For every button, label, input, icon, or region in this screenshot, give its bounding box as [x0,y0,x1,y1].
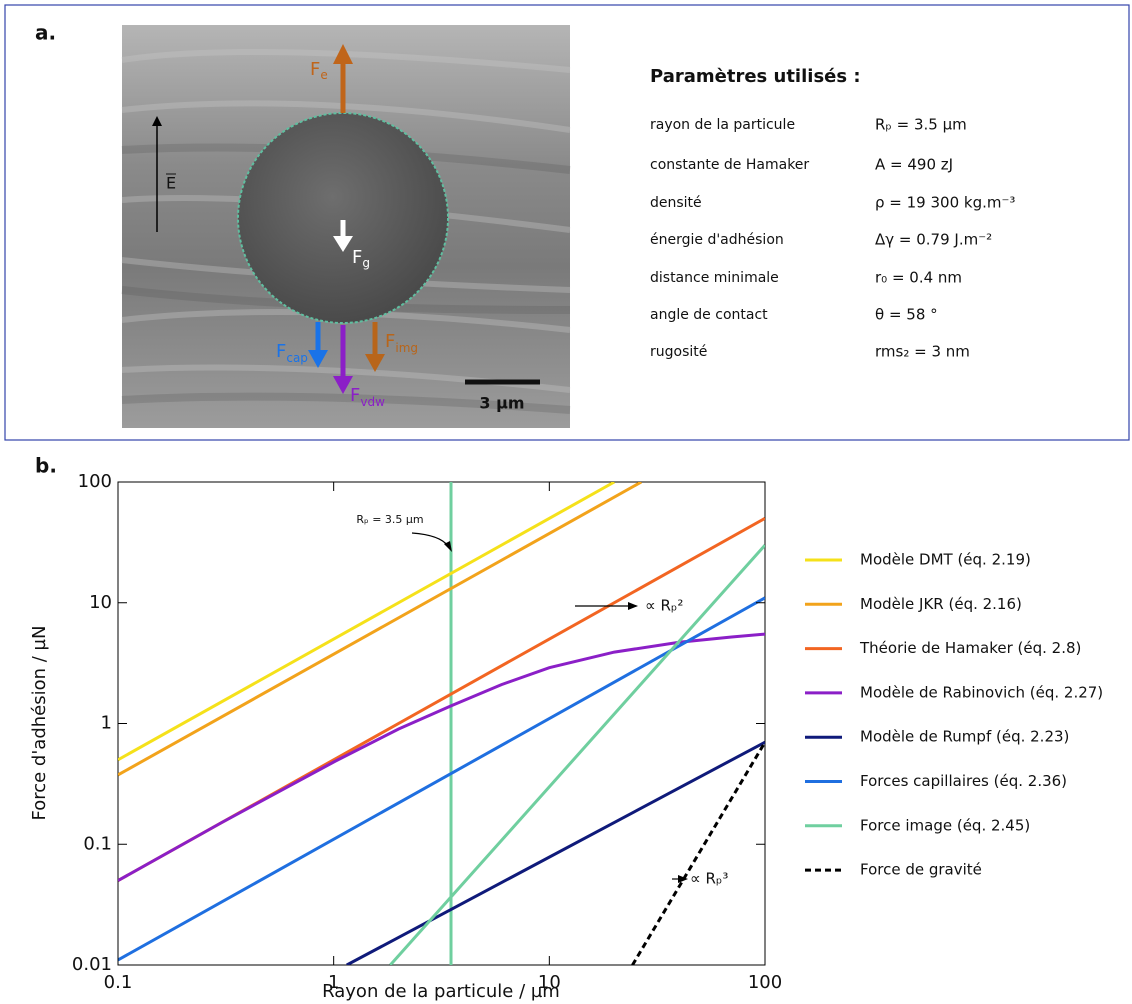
parameter-value: A = 490 zJ [875,156,953,174]
x-axis-label: Rayon de la particule / µm [322,981,560,1002]
parameter-name: constante de Hamaker [650,157,809,173]
x-tick-label: 1 [328,972,339,993]
parameters: rayon de la particule Rₚ = 3.5 µm constant… [650,116,1015,361]
series-line [346,740,765,965]
field-label: E [166,174,176,193]
series-line [118,632,765,882]
parameter-value: Δγ = 0.79 J.m⁻² [875,231,992,249]
y-tick-label: 10 [89,592,112,613]
plot-frame [117,481,766,966]
parameters-title: Paramètres utilisés : [650,66,861,87]
x-tick-label: 10 [538,972,561,993]
force-label: Fg [352,247,370,270]
force-label: Fimg [385,331,418,355]
parameter-name: rugosité [650,344,707,360]
parameter-name: énergie d'adhésion [650,232,784,248]
legend-label: Modèle JKR (éq. 2.16) [860,595,1022,613]
legend-label: Modèle de Rabinovich (éq. 2.27) [860,683,1103,701]
parameter-value: rms₂ = 3 nm [875,343,970,361]
legend-label: Modèle DMT (éq. 2.19) [860,551,1031,569]
y-tick-label: 100 [78,471,112,492]
x-tick-label: 100 [748,972,782,993]
annotation-arrow [444,541,452,552]
annotation-arrow [411,532,449,547]
series-line [118,482,616,762]
parameter-value: ρ = 19 300 kg.m⁻³ [875,194,1015,212]
parameter-value: θ = 58 ° [875,306,938,324]
y-tick-label: 1 [101,713,112,734]
parameter-value: r₀ = 0.4 nm [875,269,962,287]
y-tick-label: 0.01 [72,954,112,975]
annotation: Rₚ = 3.5 µm [356,513,423,526]
panel-label: a. [35,21,56,45]
x-tick-label: 0.1 [104,972,133,993]
sem-image [121,25,571,428]
series-line [118,482,643,777]
force-label: Fe [310,59,328,82]
y-axis-label: Force d'adhésion / µN [29,626,50,821]
legend-label: Forces capillaires (éq. 2.36) [860,772,1067,790]
scale-bar-label: 3 µm [479,394,524,413]
legend-label: Force image (éq. 2.45) [860,816,1030,834]
annotation: ∝ Rₚ² [645,597,683,615]
annotation-arrow [678,875,688,883]
series-line [631,741,765,965]
parameter-name: distance minimale [650,270,779,286]
series-line [389,544,765,965]
parameter-value: Rₚ = 3.5 µm [875,116,967,134]
force-label: Fcap [276,341,308,365]
panel-label: b. [35,454,57,478]
legend-label: Théorie de Hamaker (éq. 2.8) [859,639,1081,657]
parameter-name: densité [650,195,702,211]
y-tick-label: 0.1 [83,833,112,854]
annotation-arrow [628,602,638,610]
legend-label: Force de gravité [860,861,982,879]
legend-label: Modèle de Rumpf (éq. 2.23) [860,728,1069,746]
annotation: ∝ Rₚ³ [690,870,728,888]
parameter-name: angle de contact [650,307,768,323]
plot-area [118,482,765,965]
force-label: Fvdw [350,385,385,409]
parameter-name: rayon de la particule [650,117,795,133]
series-line [118,596,765,962]
